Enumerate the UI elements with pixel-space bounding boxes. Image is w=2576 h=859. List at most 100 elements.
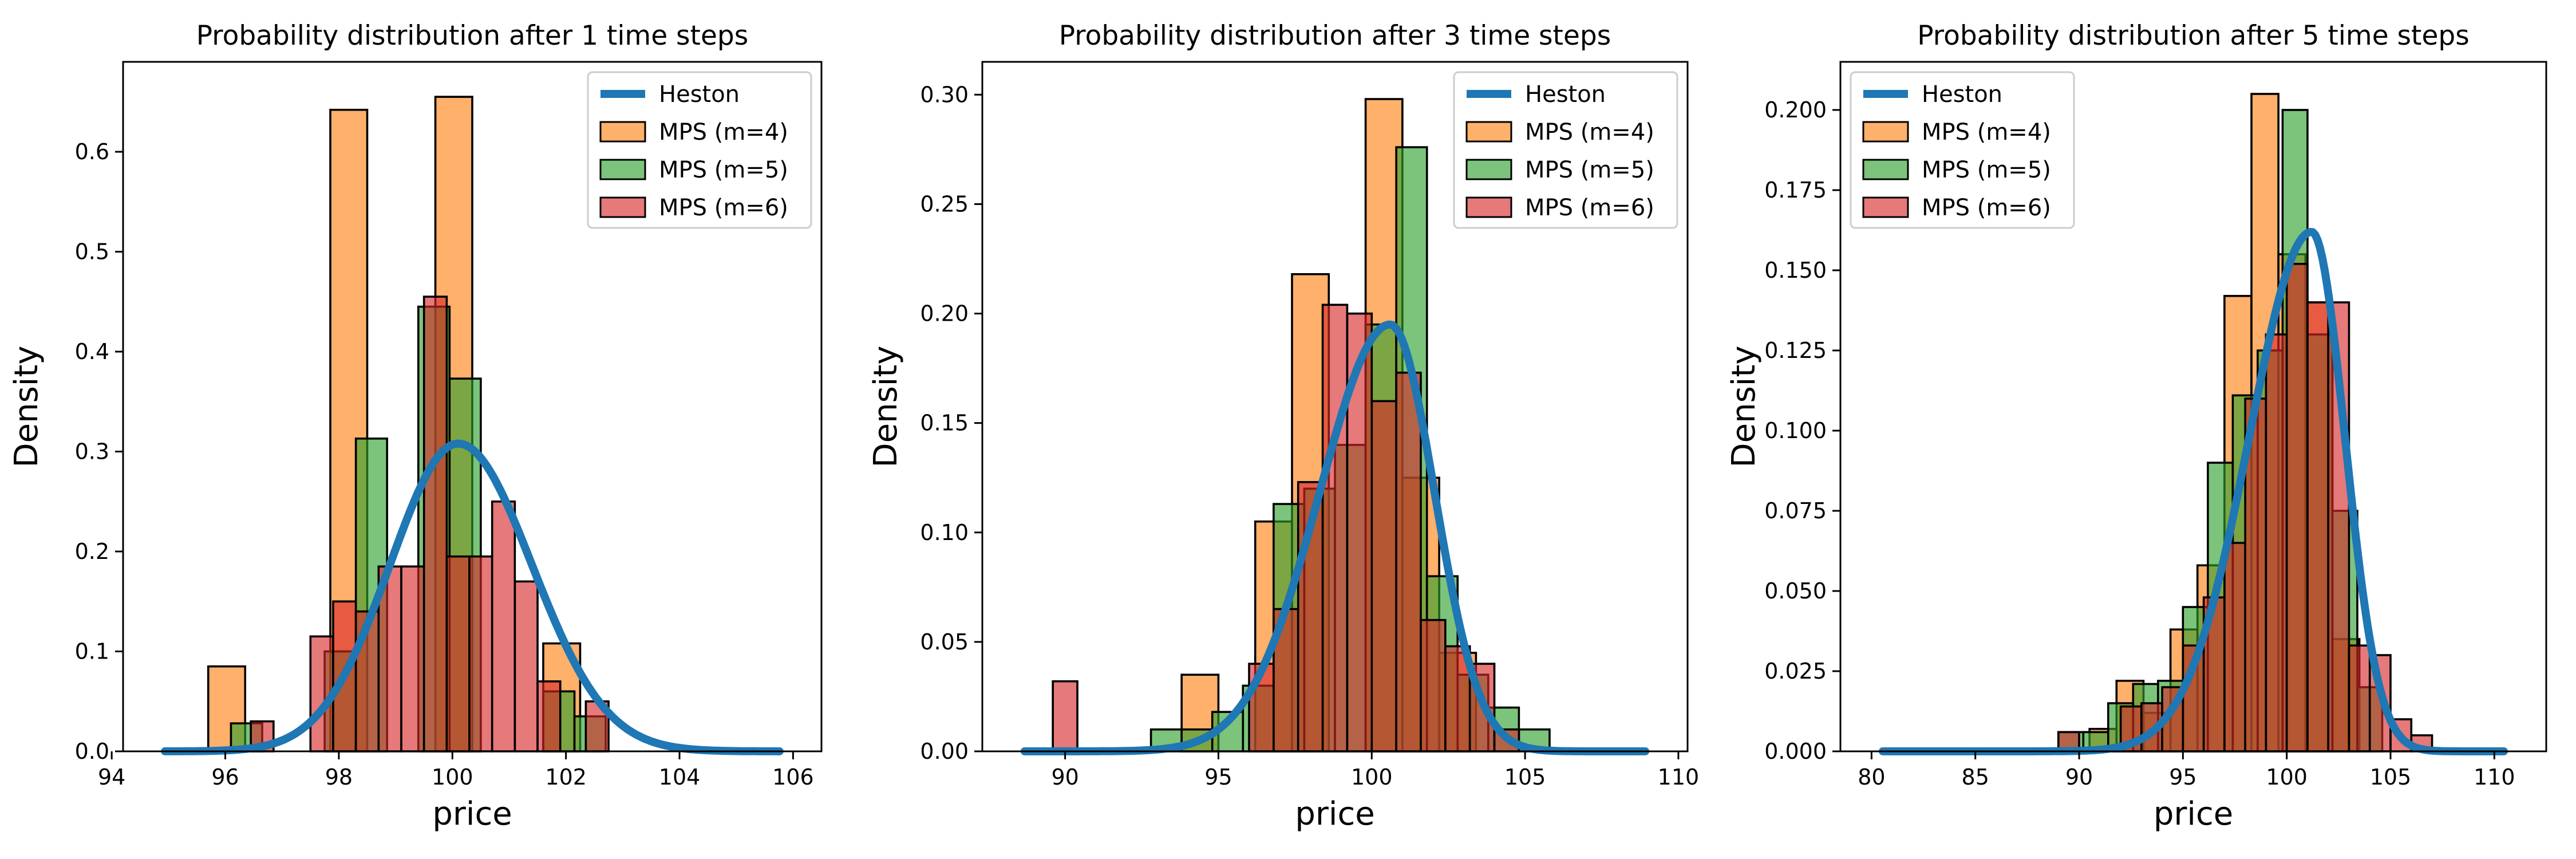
x-tick-label: 106 — [772, 765, 814, 790]
y-tick-label: 0.075 — [1764, 498, 1827, 523]
y-tick-label: 0.025 — [1764, 659, 1827, 684]
legend: Heston MPS (m=4) MPS (m=5) MPS (m=6) — [587, 71, 812, 229]
chart-title: Probability distribution after 1 time st… — [196, 20, 748, 52]
legend-swatch-mps-m-5 — [599, 159, 646, 180]
bar-mps-m-6-9 — [2285, 262, 2309, 752]
x-tick-label: 90 — [1051, 765, 1078, 790]
bar-mps-m-6-6 — [2223, 542, 2246, 752]
bar-mps-m-6-9 — [491, 500, 516, 752]
y-tick-label: 0.125 — [1764, 338, 1827, 363]
bar-mps-m-6-8 — [1420, 618, 1447, 752]
chart-panel-3: 80 85 90 95 100 105 110 0.000 0.025 0.050 0.075 0.1… — [1717, 0, 2576, 859]
legend-label-mps-m-5: MPS (m=5) — [1922, 157, 2051, 183]
y-tick-label: 0.2 — [75, 539, 109, 564]
legend-swatch-mps-m-6 — [1465, 196, 1512, 218]
y-tick-label: 0.200 — [1764, 97, 1827, 123]
x-tick-label: 105 — [2370, 765, 2412, 790]
legend-label-heston: Heston — [1922, 81, 2002, 108]
y-tick-label: 0.15 — [920, 411, 969, 436]
bar-mps-m-6-8 — [2265, 333, 2288, 752]
x-tick-label: 100 — [2266, 765, 2308, 790]
legend-label-mps-m-5: MPS (m=5) — [659, 157, 788, 183]
bar-mps-m-6-10 — [2306, 301, 2330, 752]
x-tick-label: 110 — [2474, 765, 2515, 790]
x-tick-label: 96 — [211, 765, 239, 790]
y-tick-label: 0.25 — [920, 191, 969, 216]
legend-box — [1850, 71, 2075, 229]
legend-swatch-mps-m-5 — [1465, 159, 1512, 180]
legend-label-mps-m-5: MPS (m=5) — [1525, 157, 1654, 183]
y-axis-label: Density — [867, 346, 904, 468]
legend-label-mps-m-6: MPS (m=6) — [1922, 195, 2051, 221]
plot-frame — [981, 61, 1689, 752]
legend-swatch-mps-m-6 — [1862, 196, 1909, 218]
x-tick-label: 80 — [1858, 765, 1885, 790]
y-tick-label: 0.20 — [920, 301, 969, 326]
legend-swatch-mps-m-4 — [1465, 121, 1512, 143]
legend-swatch-mps-m-4 — [1862, 121, 1909, 143]
plot-frame — [122, 61, 823, 752]
y-tick-label: 0.05 — [920, 629, 969, 655]
chart-title: Probability distribution after 3 time st… — [1059, 20, 1611, 52]
x-tick-label: 90 — [2065, 765, 2093, 790]
legend-label-mps-m-6: MPS (m=6) — [1525, 195, 1654, 221]
x-tick-label: 100 — [432, 765, 473, 790]
histogram-chart-3: 80 85 90 95 100 105 110 0.000 0.025 0.050 0.075 0.1… — [1725, 20, 2547, 833]
bar-mps-m-6-4 — [1321, 304, 1349, 752]
histogram-chart-2: 90 95 100 105 110 0.00 0.05 0.10 0.15 0.20 0.25 0.3… — [867, 20, 1700, 833]
y-tick-label: 0.6 — [75, 139, 109, 164]
y-tick-label: 0.4 — [75, 339, 109, 364]
legend-label-mps-m-4: MPS (m=4) — [1525, 119, 1654, 145]
bar-mps-m-6-7 — [445, 555, 471, 752]
chart-panel-1: 94 96 98 100 102 104 106 0.0 0.1 0.2 0.3 0.4 0.5 0.6 P… — [0, 0, 859, 859]
y-tick-label: 0.10 — [920, 520, 969, 545]
legend-swatch-mps-m-5 — [1862, 159, 1909, 180]
heston-density-line — [161, 439, 784, 755]
x-tick-label: 104 — [659, 765, 701, 790]
bar-mps-m-6-6 — [422, 295, 448, 752]
bar-mps-m-6-10 — [513, 580, 539, 752]
x-tick-label: 110 — [1658, 765, 1700, 790]
x-axis-label: price — [432, 795, 512, 833]
y-tick-label: 0.175 — [1764, 178, 1827, 203]
x-tick-label: 100 — [1351, 765, 1393, 790]
bar-mps-m-6-12 — [2348, 644, 2371, 752]
y-tick-label: 0.100 — [1764, 418, 1827, 443]
legend-label-mps-m-4: MPS (m=4) — [659, 119, 788, 145]
y-tick-label: 0.1 — [75, 639, 109, 664]
x-tick-label: 95 — [1204, 765, 1232, 790]
legend-label-heston: Heston — [1525, 81, 1606, 108]
x-axis-label: price — [1295, 795, 1374, 833]
y-tick-label: 0.5 — [75, 239, 109, 265]
y-tick-label: 0.0 — [75, 739, 109, 764]
bar-mps-m-6-7 — [1395, 371, 1422, 752]
y-tick-label: 0.3 — [75, 439, 109, 464]
y-tick-label: 0.30 — [920, 82, 969, 107]
heston-density-line — [1879, 228, 2508, 755]
bar-mps-m-6-8 — [468, 555, 493, 752]
legend-label-heston: Heston — [659, 81, 740, 108]
legend-label-mps-m-4: MPS (m=4) — [1922, 119, 2051, 145]
bar-mps-m-6-6 — [1370, 400, 1397, 752]
histogram-chart-1: 94 96 98 100 102 104 106 0.0 0.1 0.2 0.3 0.4 0.5 0.6 P… — [8, 20, 823, 833]
plot-frame — [1839, 61, 2547, 752]
x-tick-label: 95 — [2169, 765, 2196, 790]
x-axis-label: price — [2154, 795, 2233, 833]
legend-swatch-mps-m-4 — [599, 121, 646, 143]
legend: Heston MPS (m=4) MPS (m=5) MPS (m=6) — [1850, 71, 2075, 229]
legend-swatch-mps-m-6 — [599, 196, 646, 218]
legend-label-mps-m-6: MPS (m=6) — [659, 195, 788, 221]
y-tick-label: 0.150 — [1764, 258, 1827, 283]
x-tick-label: 98 — [325, 765, 353, 790]
x-tick-label: 94 — [98, 765, 125, 790]
bar-mps-m-6-5 — [400, 565, 425, 752]
x-tick-label: 85 — [1962, 765, 1989, 790]
x-tick-label: 102 — [545, 765, 587, 790]
y-tick-label: 0.050 — [1764, 578, 1827, 604]
x-tick-label: 105 — [1504, 765, 1546, 790]
y-tick-label: 0.000 — [1764, 739, 1827, 764]
chart-panel-2: 90 95 100 105 110 0.00 0.05 0.10 0.15 0.20 0.25 0.3… — [859, 0, 1717, 859]
legend-box — [1453, 71, 1678, 229]
legend-box — [587, 71, 812, 229]
bar-mps-m-6-0 — [1052, 680, 1078, 752]
